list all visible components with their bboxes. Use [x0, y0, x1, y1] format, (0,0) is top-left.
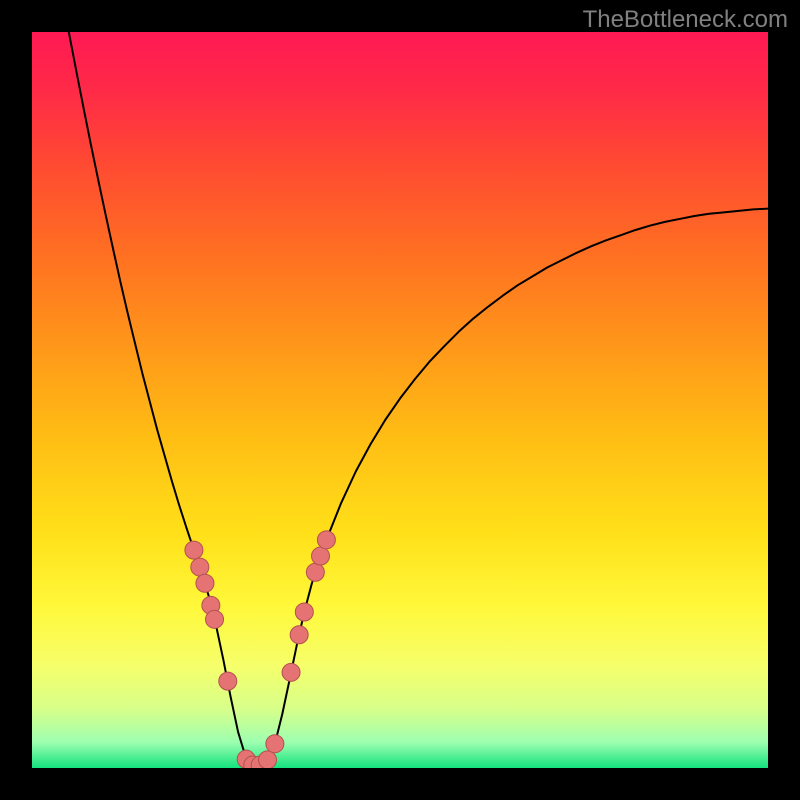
- data-marker: [191, 558, 209, 576]
- data-marker: [306, 563, 324, 581]
- chart-svg: [32, 32, 768, 768]
- data-marker: [259, 751, 277, 768]
- data-marker: [290, 626, 308, 644]
- data-marker: [206, 610, 224, 628]
- data-marker: [219, 672, 237, 690]
- data-marker: [196, 574, 214, 592]
- data-marker: [266, 735, 284, 753]
- data-marker: [185, 541, 203, 559]
- chart-plot-area: [32, 32, 768, 768]
- data-marker: [282, 663, 300, 681]
- data-marker: [312, 547, 330, 565]
- data-marker: [317, 531, 335, 549]
- data-marker: [295, 603, 313, 621]
- watermark-text: TheBottleneck.com: [583, 6, 788, 34]
